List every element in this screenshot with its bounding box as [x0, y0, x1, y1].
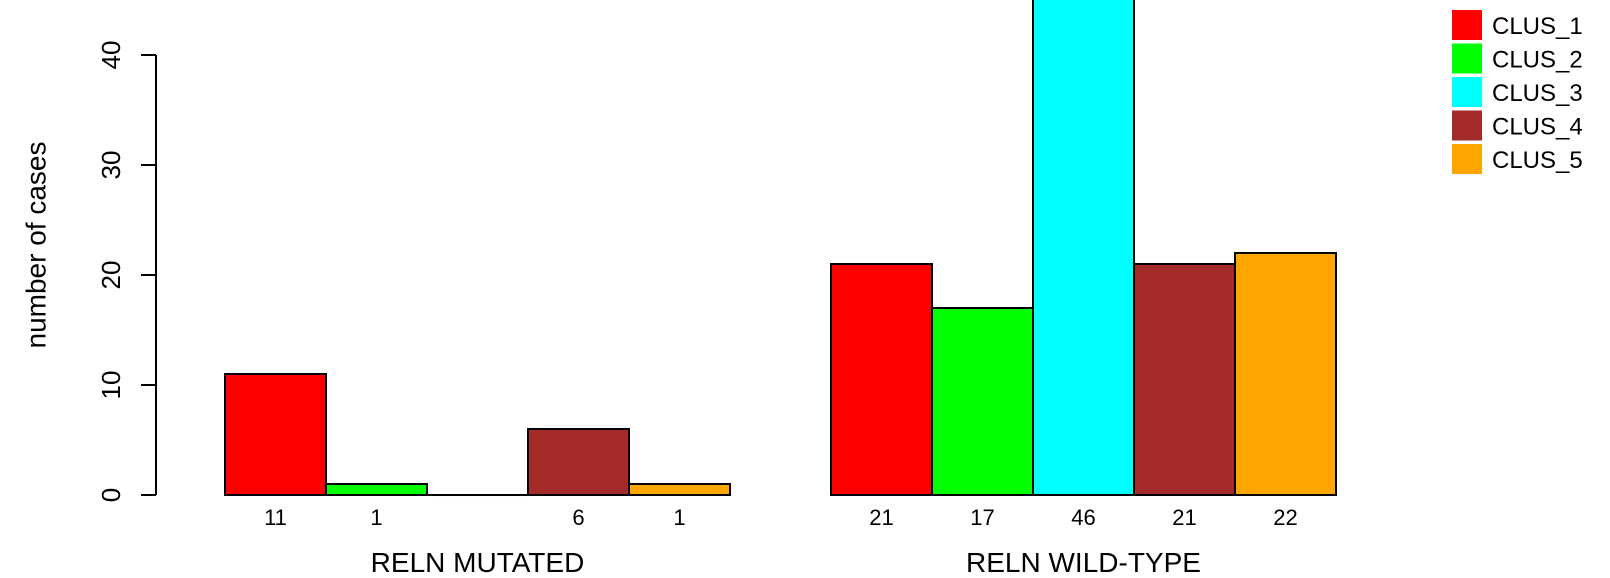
- bar-count-label: 1: [370, 505, 382, 530]
- bar-clus_5-mutated: [628, 483, 731, 496]
- y-tick-label: 10: [96, 371, 126, 400]
- bar-count-label: 21: [1172, 505, 1196, 530]
- legend-swatch: [1452, 10, 1482, 40]
- bar-count-label: 21: [869, 505, 893, 530]
- legend-label: CLUS_5: [1492, 147, 1583, 174]
- legend-label: CLUS_1: [1492, 13, 1583, 40]
- y-tick-label: 0: [96, 488, 126, 502]
- y-tick-label: 40: [96, 41, 126, 70]
- legend-label: CLUS_4: [1492, 114, 1583, 141]
- legend-label: CLUS_3: [1492, 80, 1583, 107]
- y-tick-label: 30: [96, 151, 126, 180]
- bar-clus_3-wild-type: [1032, 0, 1135, 496]
- bar-clus_1-mutated: [224, 373, 327, 496]
- legend-swatch: [1452, 77, 1482, 107]
- legend-swatch: [1452, 144, 1482, 174]
- legend-label: CLUS_2: [1492, 47, 1583, 74]
- group-label: RELN MUTATED: [371, 547, 585, 578]
- legend: CLUS_1 CLUS_2 CLUS_3 CLUS_4 CLUS_5: [1452, 10, 1583, 174]
- count-labels: 11 1 6 1 21 17 46 21 22: [264, 505, 1298, 530]
- bars-layer: [224, 0, 1337, 497]
- legend-swatch: [1452, 43, 1482, 74]
- group-labels: RELN MUTATED RELN WILD-TYPE: [371, 547, 1201, 578]
- bar-clus_2-wild-type: [931, 307, 1034, 496]
- bar-count-label: 17: [970, 505, 994, 530]
- y-axis-label: number of cases: [20, 142, 51, 349]
- bar-clus_4-wild-type: [1133, 263, 1236, 496]
- bar-clus_4-mutated: [527, 428, 630, 496]
- bar-clus_1-wild-type: [830, 263, 933, 496]
- bar-count-label: 6: [572, 505, 584, 530]
- bar-count-label: 11: [264, 505, 287, 530]
- bar-count-label: 1: [673, 505, 685, 530]
- bar-count-label: 46: [1071, 505, 1095, 530]
- y-tick-label: 20: [96, 261, 126, 290]
- legend-swatch: [1452, 110, 1482, 141]
- group-label: RELN WILD-TYPE: [966, 547, 1201, 578]
- y-axis: 0 10 20 30 40: [96, 41, 157, 502]
- bar-clus_5-wild-type: [1234, 252, 1337, 496]
- bar-clus_2-mutated: [325, 483, 428, 496]
- bar-count-label: 22: [1273, 505, 1297, 530]
